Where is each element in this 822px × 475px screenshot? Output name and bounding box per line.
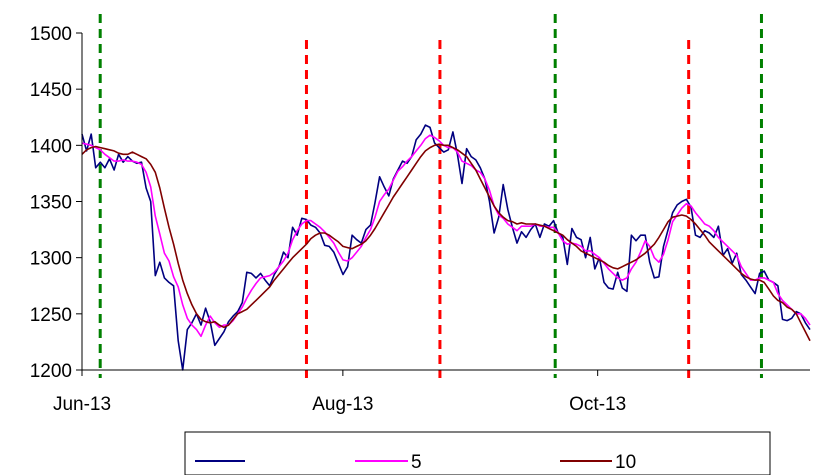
y-tick-label: 1200 xyxy=(30,361,72,382)
x-tick-label: Aug-13 xyxy=(312,394,373,415)
y-tick-label: 1400 xyxy=(30,136,72,157)
x-axis-ticks: Jun-13 Aug-13 Oct-13 xyxy=(53,370,626,415)
series-line-10 xyxy=(81,143,811,342)
y-tick-label: 1350 xyxy=(30,193,72,214)
y-tick-label: 1500 xyxy=(30,24,72,45)
x-tick-label: Oct-13 xyxy=(569,394,626,415)
series-line-5 xyxy=(81,134,811,338)
event-markers xyxy=(98,14,763,378)
legend-box xyxy=(184,431,771,475)
x-tick-label: Jun-13 xyxy=(53,394,111,415)
y-tick-label: 1450 xyxy=(30,80,72,101)
legend-label: 5 xyxy=(411,452,422,473)
series-lines xyxy=(81,124,811,371)
legend: 5 10 xyxy=(184,431,771,475)
series-line-price xyxy=(81,124,811,371)
y-tick-label: 1300 xyxy=(30,249,72,270)
y-tick-label: 1250 xyxy=(30,305,72,326)
y-axis-ticks: 1200 1250 1300 1350 1400 1450 1500 xyxy=(30,24,82,382)
legend-label: 10 xyxy=(615,452,636,473)
